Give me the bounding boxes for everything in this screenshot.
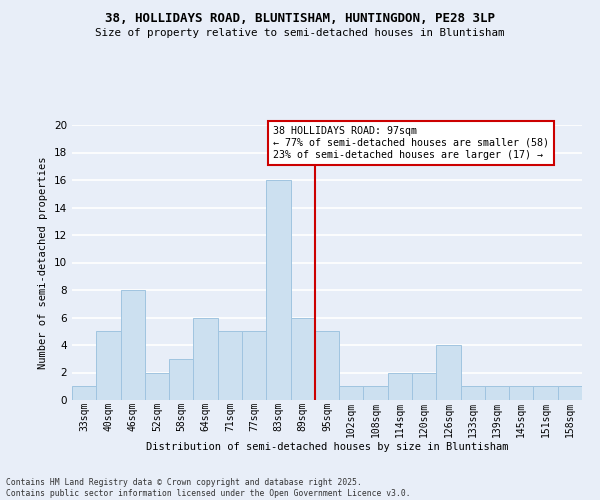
Bar xyxy=(193,318,218,400)
Bar xyxy=(388,372,412,400)
Bar xyxy=(412,372,436,400)
Bar xyxy=(364,386,388,400)
Text: Size of property relative to semi-detached houses in Bluntisham: Size of property relative to semi-detach… xyxy=(95,28,505,38)
Bar xyxy=(242,331,266,400)
Text: 38 HOLLIDAYS ROAD: 97sqm
← 77% of semi-detached houses are smaller (58)
23% of s: 38 HOLLIDAYS ROAD: 97sqm ← 77% of semi-d… xyxy=(274,126,550,160)
Bar xyxy=(339,386,364,400)
Bar xyxy=(218,331,242,400)
X-axis label: Distribution of semi-detached houses by size in Bluntisham: Distribution of semi-detached houses by … xyxy=(146,442,508,452)
Bar xyxy=(461,386,485,400)
Bar xyxy=(485,386,509,400)
Bar xyxy=(72,386,96,400)
Bar xyxy=(315,331,339,400)
Bar xyxy=(436,345,461,400)
Bar xyxy=(169,359,193,400)
Bar xyxy=(96,331,121,400)
Bar xyxy=(509,386,533,400)
Bar xyxy=(533,386,558,400)
Bar xyxy=(266,180,290,400)
Y-axis label: Number of semi-detached properties: Number of semi-detached properties xyxy=(38,156,49,369)
Bar xyxy=(558,386,582,400)
Text: Contains HM Land Registry data © Crown copyright and database right 2025.
Contai: Contains HM Land Registry data © Crown c… xyxy=(6,478,410,498)
Text: 38, HOLLIDAYS ROAD, BLUNTISHAM, HUNTINGDON, PE28 3LP: 38, HOLLIDAYS ROAD, BLUNTISHAM, HUNTINGD… xyxy=(105,12,495,26)
Bar xyxy=(121,290,145,400)
Bar xyxy=(290,318,315,400)
Bar xyxy=(145,372,169,400)
